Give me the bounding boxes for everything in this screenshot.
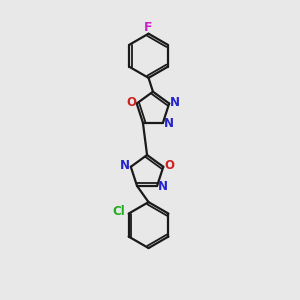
- Text: N: N: [164, 117, 174, 130]
- Text: O: O: [126, 96, 136, 110]
- Text: Cl: Cl: [112, 205, 125, 218]
- Text: F: F: [144, 21, 153, 34]
- Text: N: N: [120, 159, 130, 172]
- Text: O: O: [164, 159, 174, 172]
- Text: N: N: [170, 96, 180, 109]
- Text: N: N: [158, 180, 168, 193]
